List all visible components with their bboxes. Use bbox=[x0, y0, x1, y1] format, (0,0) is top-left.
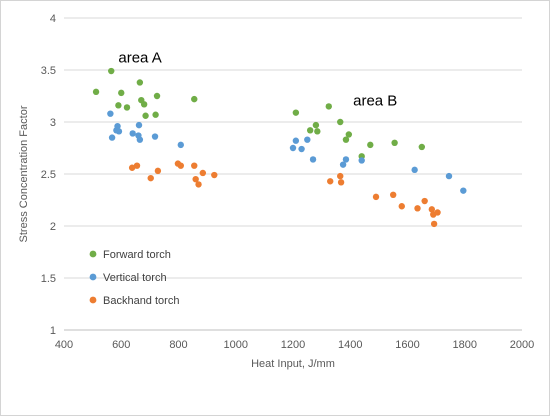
point-backhand-torch bbox=[128, 164, 136, 171]
point-forward-torch bbox=[345, 131, 353, 138]
point-forward-torch bbox=[312, 121, 320, 129]
point-forward-torch bbox=[367, 141, 374, 149]
point-backhand-torch bbox=[199, 169, 207, 177]
point-forward-torch bbox=[325, 103, 332, 110]
point-vertical-torch bbox=[289, 144, 297, 152]
point-backhand-torch bbox=[147, 174, 154, 182]
point-forward-torch bbox=[306, 127, 314, 134]
point-vertical-torch bbox=[135, 121, 143, 129]
point-backhand-torch bbox=[430, 220, 438, 228]
legend-marker-forward-torch bbox=[89, 250, 97, 258]
x-tick-label: 2000 bbox=[510, 339, 534, 351]
y-tick-label: 2 bbox=[50, 221, 56, 233]
legend: Forward torch Vertical torch Backhand to… bbox=[89, 249, 179, 307]
point-vertical-torch bbox=[107, 110, 114, 117]
legend-label-vertical-torch: Vertical torch bbox=[103, 272, 167, 284]
point-forward-torch bbox=[314, 128, 321, 135]
point-vertical-torch bbox=[129, 130, 136, 137]
y-axis-title: Stress Concentration Factor bbox=[18, 105, 30, 242]
point-backhand-torch bbox=[211, 171, 218, 179]
point-backhand-torch bbox=[133, 162, 141, 169]
gridlines bbox=[64, 17, 522, 331]
point-forward-torch bbox=[391, 139, 398, 146]
point-backhand-torch bbox=[421, 197, 428, 205]
point-forward-torch bbox=[136, 79, 144, 86]
x-axis-title: Heat Input, J/mm bbox=[251, 358, 335, 370]
point-backhand-torch bbox=[389, 191, 397, 198]
point-forward-torch bbox=[123, 104, 131, 111]
legend-marker-vertical-torch bbox=[89, 273, 97, 281]
x-tick-label: 600 bbox=[112, 339, 130, 351]
point-vertical-torch bbox=[292, 137, 300, 144]
point-vertical-torch bbox=[411, 166, 418, 174]
tick-labels: 1 1.5 2 2.5 3 3.5 4 400 600 800 1000 1200 1400 1600 18… bbox=[41, 13, 535, 351]
annotation-area-a: area A bbox=[118, 50, 161, 67]
annotation-area-b: area B bbox=[353, 92, 397, 109]
point-vertical-torch bbox=[108, 134, 116, 141]
point-vertical-torch bbox=[339, 161, 347, 168]
y-tick-label: 3.5 bbox=[41, 65, 56, 77]
point-forward-torch bbox=[108, 67, 115, 75]
x-tick-label: 1600 bbox=[395, 339, 419, 351]
x-tick-label: 1400 bbox=[338, 339, 362, 351]
point-forward-torch bbox=[92, 88, 100, 96]
point-vertical-torch bbox=[115, 128, 123, 135]
point-vertical-torch bbox=[460, 187, 467, 194]
point-backhand-torch bbox=[337, 172, 344, 180]
point-backhand-torch bbox=[177, 162, 184, 169]
x-tick-label: 1000 bbox=[224, 339, 248, 351]
point-backhand-torch bbox=[192, 176, 199, 183]
y-tick-label: 4 bbox=[50, 13, 56, 25]
point-forward-torch bbox=[337, 118, 344, 126]
point-vertical-torch bbox=[309, 156, 317, 163]
point-backhand-torch bbox=[191, 162, 198, 169]
point-vertical-torch bbox=[358, 157, 365, 164]
point-backhand-torch bbox=[372, 193, 380, 201]
point-forward-torch bbox=[418, 143, 426, 151]
point-forward-torch bbox=[153, 92, 161, 100]
point-backhand-torch bbox=[428, 206, 436, 213]
point-backhand-torch bbox=[327, 178, 334, 185]
y-tick-label: 1 bbox=[50, 325, 56, 337]
x-tick-label: 400 bbox=[55, 339, 73, 351]
point-backhand-torch bbox=[414, 205, 421, 212]
point-forward-torch bbox=[152, 111, 159, 118]
point-vertical-torch bbox=[342, 156, 350, 163]
legend-label-forward-torch: Forward torch bbox=[103, 249, 171, 261]
point-backhand-torch bbox=[434, 209, 441, 216]
y-tick-label: 1.5 bbox=[41, 273, 56, 285]
point-forward-torch bbox=[292, 109, 300, 116]
point-vertical-torch bbox=[177, 141, 184, 149]
data-points bbox=[92, 67, 467, 228]
point-vertical-torch bbox=[304, 136, 311, 143]
point-forward-torch bbox=[118, 89, 125, 97]
point-forward-torch bbox=[191, 95, 198, 103]
point-vertical-torch bbox=[114, 122, 121, 130]
point-vertical-torch bbox=[298, 145, 305, 153]
y-tick-label: 2.5 bbox=[41, 169, 56, 181]
point-forward-torch bbox=[342, 136, 350, 143]
point-backhand-torch bbox=[337, 179, 345, 186]
point-forward-torch bbox=[115, 102, 122, 109]
point-vertical-torch bbox=[151, 133, 159, 140]
point-vertical-torch bbox=[136, 136, 144, 143]
x-tick-label: 1800 bbox=[453, 339, 477, 351]
point-backhand-torch bbox=[195, 181, 202, 188]
legend-marker-backhand-torch bbox=[89, 296, 97, 304]
legend-label-backhand-torch: Backhand torch bbox=[103, 295, 179, 307]
point-forward-torch bbox=[142, 112, 149, 119]
point-backhand-torch bbox=[154, 167, 162, 175]
x-tick-label: 1200 bbox=[281, 339, 305, 351]
y-tick-label: 3 bbox=[50, 117, 56, 129]
point-forward-torch bbox=[140, 101, 148, 108]
point-backhand-torch bbox=[398, 203, 405, 210]
x-tick-label: 800 bbox=[169, 339, 187, 351]
point-vertical-torch bbox=[445, 172, 453, 180]
